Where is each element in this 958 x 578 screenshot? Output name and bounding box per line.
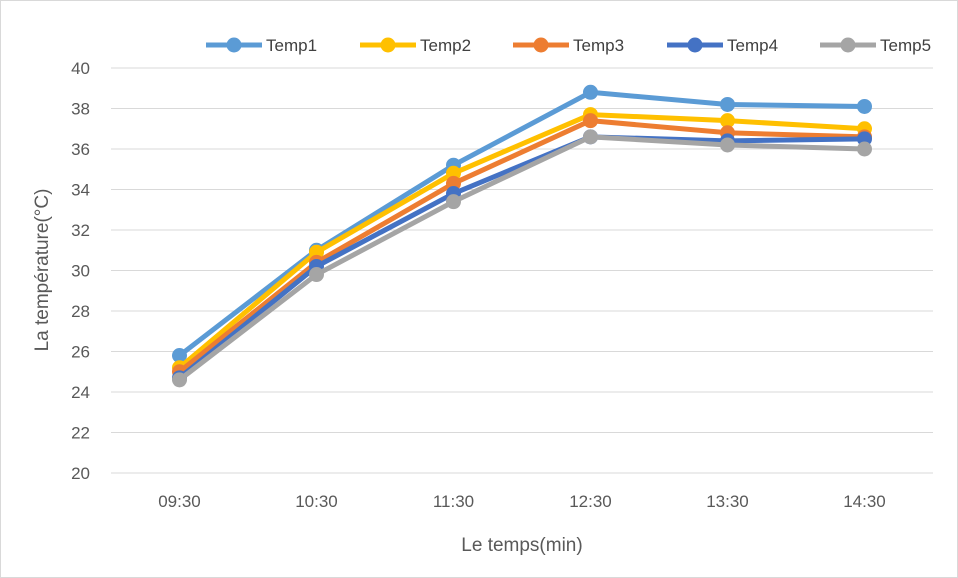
y-tick-label: 30: [71, 262, 90, 281]
x-axis-ticks: 09:30 10:30 11:30 12:30 13:30 14:30: [158, 492, 886, 511]
legend-label: Temp5: [880, 36, 931, 55]
x-tick-label: 14:30: [843, 492, 886, 511]
legend-marker: [687, 37, 703, 53]
data-point: [309, 267, 324, 283]
legend-label: Temp1: [266, 36, 317, 55]
y-tick-label: 40: [71, 59, 90, 78]
y-tick-label: 24: [71, 383, 90, 402]
data-point: [172, 372, 187, 388]
series-line: [177, 134, 867, 383]
data-point: [720, 96, 735, 112]
x-axis-title: Le temps(min): [461, 535, 582, 556]
y-axis-ticks: 20 22 24 26 28 30 32 34 36 38 40: [71, 59, 90, 483]
series-Temp5: [172, 129, 872, 388]
data-point: [446, 194, 461, 210]
series-line: [177, 118, 867, 375]
x-tick-label: 12:30: [569, 492, 612, 511]
legend-label: Temp4: [727, 36, 778, 55]
y-tick-label: 34: [71, 181, 90, 200]
y-axis-title: La température(°C): [32, 189, 53, 352]
x-tick-label: 13:30: [706, 492, 749, 511]
y-tick-label: 28: [71, 302, 90, 321]
y-tick-label: 36: [71, 140, 90, 159]
data-point: [857, 141, 872, 157]
y-tick-label: 32: [71, 221, 90, 240]
legend-marker: [380, 37, 396, 53]
y-tick-label: 26: [71, 343, 90, 362]
data-point: [583, 129, 598, 145]
y-tick-label: 22: [71, 424, 90, 443]
data-point: [583, 84, 598, 100]
series-line: [177, 134, 867, 381]
series-line: [177, 112, 867, 371]
series-line: [177, 89, 867, 359]
series-group: [172, 84, 872, 388]
data-point: [720, 137, 735, 153]
legend-marker: [226, 37, 242, 53]
legend-label: Temp3: [573, 36, 624, 55]
series-Temp1: [172, 84, 872, 364]
series-Temp3: [172, 113, 872, 380]
data-point: [583, 113, 598, 129]
y-tick-label: 38: [71, 100, 90, 119]
data-point: [857, 98, 872, 114]
legend-item-Temp5: Temp5: [820, 36, 931, 55]
legend-marker: [840, 37, 856, 53]
legend-marker: [533, 37, 549, 53]
x-tick-label: 10:30: [295, 492, 338, 511]
legend-item-Temp2: Temp2: [360, 36, 471, 55]
legend-label: Temp2: [420, 36, 471, 55]
legend-item-Temp1: Temp1: [206, 36, 317, 55]
legend-item-Temp4: Temp4: [667, 36, 778, 55]
legend-item-Temp3: Temp3: [513, 36, 624, 55]
grid-lines: [111, 67, 933, 474]
legend: Temp1 Temp2 Temp3 Temp4 Temp5: [206, 36, 931, 55]
x-tick-label: 11:30: [433, 492, 474, 511]
y-tick-label: 20: [71, 464, 90, 483]
x-tick-label: 09:30: [158, 492, 201, 511]
data-point: [720, 113, 735, 129]
data-point: [172, 348, 187, 364]
